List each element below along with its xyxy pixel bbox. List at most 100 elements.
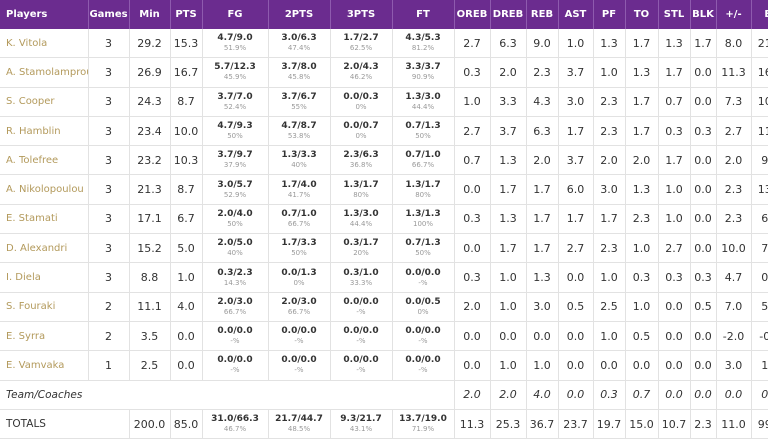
player-name-link[interactable]: K. Vitola: [0, 29, 89, 59]
header-ft[interactable]: FT: [392, 0, 455, 29]
3pts-cell-percentage: 36.8%: [349, 161, 373, 170]
min-cell: 29.2: [129, 29, 171, 59]
ft-cell-made-attempted: 1.3/1.3: [405, 208, 441, 219]
3pts-cell-percentage: 0%: [355, 132, 367, 141]
player-name-link[interactable]: S. Cooper: [0, 87, 89, 117]
header-pf[interactable]: PF: [593, 0, 626, 29]
header-to[interactable]: TO: [625, 0, 659, 29]
2pts-cell-made-attempted: 3.7/6.7: [281, 91, 317, 102]
ef-cell: 9.3: [751, 145, 768, 176]
player-name-link[interactable]: S. Fouraki: [0, 292, 89, 322]
ef-cell: 11.7: [751, 116, 768, 147]
player-name-link[interactable]: I. Diela: [0, 262, 89, 293]
player-row: R. Hamblin 3 23.4 10.0 4.7/9.3 50% 4.7/8.7 53.8…: [0, 116, 768, 147]
header-blk[interactable]: BLK: [690, 0, 717, 29]
dreb-cell: 1.0: [490, 292, 527, 322]
header-3pts[interactable]: 3PTS: [330, 0, 393, 29]
player-name-link[interactable]: A. Stamolamprou: [0, 57, 89, 88]
dreb-cell: 6.3: [490, 29, 527, 59]
3pts-cell: 0.0/0.0 -%: [330, 350, 393, 381]
totals-row: TOTALS 200.0 85.0 31.0/66.3 46.7% 21.7/44.7 48…: [0, 409, 768, 440]
fg-cell-percentage: 37.9%: [223, 161, 247, 170]
fg-cell-percentage: 14.3%: [223, 278, 247, 287]
team-oreb-cell: 2.0: [454, 380, 491, 410]
player-name-link[interactable]: E. Vamvaka: [0, 350, 89, 381]
header-ef[interactable]: Ef: [751, 0, 768, 29]
player-name-link[interactable]: D. Alexandri: [0, 233, 89, 264]
totals-fg-cell-made-attempted: 31.0/66.3: [211, 414, 259, 424]
games-cell: 3: [88, 29, 130, 59]
ft-cell-percentage: -%: [418, 337, 428, 346]
header-plus-minus[interactable]: +/-: [716, 0, 752, 29]
oreb-cell: 0.7: [454, 145, 491, 176]
pm-cell: 2.3: [716, 204, 752, 235]
team-blk-cell: 0.0: [690, 380, 717, 410]
min-cell: 17.1: [129, 204, 171, 235]
3pts-cell: 2.0/4.3 46.2%: [330, 57, 393, 88]
header-games[interactable]: Games: [88, 0, 130, 29]
totals-pm-cell: 11.0: [716, 409, 752, 440]
fg-cell-percentage: -%: [230, 337, 240, 346]
2pts-cell: 0.0/0.0 -%: [268, 350, 331, 381]
fg-cell: 0.0/0.0 -%: [202, 350, 269, 381]
min-cell: 26.9: [129, 57, 171, 88]
pf-cell: 2.3: [593, 87, 626, 117]
player-row: S. Cooper 3 24.3 8.7 3.7/7.0 52.4% 3.7/6.7 55% 0…: [0, 87, 768, 117]
reb-cell: 1.3: [526, 262, 559, 293]
header-min[interactable]: Min: [129, 0, 171, 29]
pm-cell: 2.0: [716, 145, 752, 176]
2pts-cell-made-attempted: 0.0/0.0: [281, 355, 317, 366]
header-pts[interactable]: PTS: [170, 0, 203, 29]
header-players[interactable]: Players: [0, 0, 89, 29]
min-cell: 24.3: [129, 87, 171, 117]
totals-min-cell: 200.0: [129, 409, 171, 440]
header-stl[interactable]: STL: [658, 0, 691, 29]
3pts-cell-percentage: 80%: [353, 190, 369, 199]
2pts-cell: 1.3/3.3 40%: [268, 145, 331, 176]
header-fg[interactable]: FG: [202, 0, 269, 29]
3pts-cell-made-attempted: 0.0/0.3: [343, 91, 379, 102]
player-name-link[interactable]: A. Nikolopoulou: [0, 174, 89, 205]
player-row: A. Tolefree 3 23.2 10.3 3.7/9.7 37.9% 1.3/3.3 4…: [0, 145, 768, 176]
ft-cell-percentage: -%: [418, 366, 428, 375]
fg-cell-percentage: 66.7%: [223, 307, 247, 316]
min-cell: 2.5: [129, 350, 171, 381]
ef-cell: -0.5: [751, 321, 768, 352]
ast-cell: 3.0: [558, 87, 594, 117]
min-cell: 3.5: [129, 321, 171, 352]
2pts-cell-made-attempted: 4.7/8.7: [281, 121, 317, 132]
player-name-link[interactable]: E. Syrra: [0, 321, 89, 352]
fg-cell: 3.7/9.7 37.9%: [202, 145, 269, 176]
3pts-cell-percentage: -%: [356, 337, 366, 346]
header-reb[interactable]: REB: [526, 0, 559, 29]
ft-cell: 0.0/0.0 -%: [392, 262, 455, 293]
pm-cell: 3.0: [716, 350, 752, 381]
header-2pts[interactable]: 2PTS: [268, 0, 331, 29]
3pts-cell-percentage: -%: [356, 307, 366, 316]
ft-cell: 0.0/0.5 0%: [392, 292, 455, 322]
dreb-cell: 1.0: [490, 350, 527, 381]
team-reb-cell: 4.0: [526, 380, 559, 410]
ft-cell: 0.0/0.0 -%: [392, 350, 455, 381]
pts-cell: 15.3: [170, 29, 203, 59]
3pts-cell: 1.3/1.7 80%: [330, 174, 393, 205]
2pts-cell-percentage: 0%: [293, 278, 305, 287]
stl-cell: 0.7: [658, 87, 691, 117]
player-name-link[interactable]: R. Hamblin: [0, 116, 89, 147]
totals-3pts-cell-percentage: 43.1%: [349, 425, 373, 433]
player-name-link[interactable]: A. Tolefree: [0, 145, 89, 176]
header-oreb[interactable]: OREB: [454, 0, 491, 29]
totals-ef-cell: 99.3: [751, 409, 768, 440]
oreb-cell: 2.7: [454, 116, 491, 147]
stl-cell: 2.7: [658, 233, 691, 264]
ef-cell: 5.5: [751, 292, 768, 322]
to-cell: 1.7: [625, 87, 659, 117]
min-cell: 15.2: [129, 233, 171, 264]
player-name-link[interactable]: E. Stamati: [0, 204, 89, 235]
pf-cell: 1.0: [593, 57, 626, 88]
header-dreb[interactable]: DREB: [490, 0, 527, 29]
blk-cell: 0.0: [690, 174, 717, 205]
header-ast[interactable]: AST: [558, 0, 594, 29]
oreb-cell: 0.0: [454, 350, 491, 381]
games-cell: 2: [88, 292, 130, 322]
